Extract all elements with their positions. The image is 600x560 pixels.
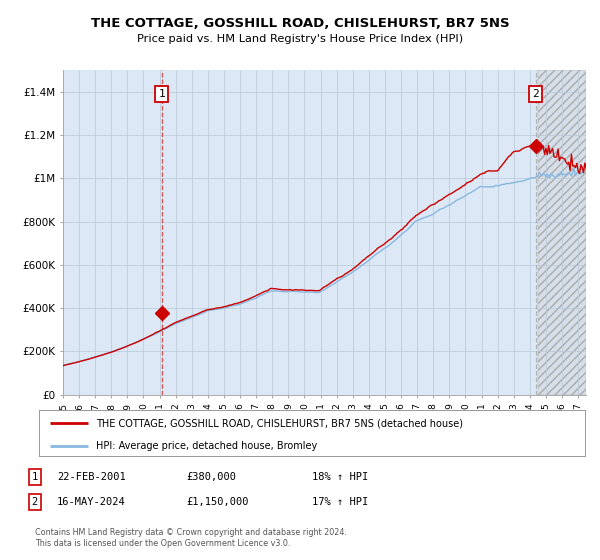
Text: THE COTTAGE, GOSSHILL ROAD, CHISLEHURST, BR7 5NS: THE COTTAGE, GOSSHILL ROAD, CHISLEHURST,… — [91, 17, 509, 30]
Text: 18% ↑ HPI: 18% ↑ HPI — [312, 472, 368, 482]
Text: 17% ↑ HPI: 17% ↑ HPI — [312, 497, 368, 507]
Text: 16-MAY-2024: 16-MAY-2024 — [57, 497, 126, 507]
Bar — [538, 70, 586, 395]
Text: Price paid vs. HM Land Registry's House Price Index (HPI): Price paid vs. HM Land Registry's House … — [137, 34, 463, 44]
Text: 2: 2 — [533, 89, 539, 99]
Text: 1: 1 — [32, 472, 38, 482]
Text: £380,000: £380,000 — [186, 472, 236, 482]
Text: 22-FEB-2001: 22-FEB-2001 — [57, 472, 126, 482]
Text: Contains HM Land Registry data © Crown copyright and database right 2024.
This d: Contains HM Land Registry data © Crown c… — [35, 528, 347, 548]
Text: £1,150,000: £1,150,000 — [186, 497, 248, 507]
Text: THE COTTAGE, GOSSHILL ROAD, CHISLEHURST, BR7 5NS (detached house): THE COTTAGE, GOSSHILL ROAD, CHISLEHURST,… — [97, 418, 463, 428]
Text: 2: 2 — [32, 497, 38, 507]
Text: 1: 1 — [158, 89, 165, 99]
Bar — [538, 70, 586, 395]
Text: HPI: Average price, detached house, Bromley: HPI: Average price, detached house, Brom… — [97, 441, 317, 451]
